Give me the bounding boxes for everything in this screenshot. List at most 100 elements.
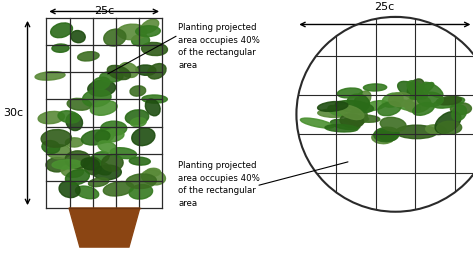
- Ellipse shape: [61, 164, 83, 177]
- Ellipse shape: [91, 152, 109, 164]
- Ellipse shape: [119, 63, 138, 77]
- Ellipse shape: [51, 23, 73, 38]
- Ellipse shape: [435, 111, 461, 133]
- Text: Planting projected
area occupies 40%
of the rectangular
area: Planting projected area occupies 40% of …: [179, 23, 260, 70]
- Ellipse shape: [129, 157, 150, 165]
- Ellipse shape: [125, 110, 149, 124]
- Ellipse shape: [328, 105, 345, 116]
- Ellipse shape: [117, 24, 147, 40]
- Ellipse shape: [58, 111, 80, 123]
- Ellipse shape: [382, 93, 403, 107]
- Ellipse shape: [47, 145, 71, 159]
- Ellipse shape: [142, 95, 167, 103]
- Ellipse shape: [65, 138, 83, 147]
- Ellipse shape: [347, 94, 369, 111]
- Ellipse shape: [405, 96, 431, 113]
- Ellipse shape: [103, 182, 134, 196]
- Ellipse shape: [318, 102, 348, 111]
- Ellipse shape: [90, 101, 117, 115]
- Ellipse shape: [301, 118, 334, 128]
- Ellipse shape: [330, 119, 360, 130]
- Ellipse shape: [147, 64, 166, 79]
- Ellipse shape: [52, 160, 82, 169]
- Polygon shape: [69, 208, 140, 247]
- Ellipse shape: [398, 81, 424, 99]
- Ellipse shape: [83, 157, 102, 175]
- Ellipse shape: [354, 115, 380, 122]
- Ellipse shape: [136, 65, 156, 75]
- Ellipse shape: [107, 65, 130, 80]
- Ellipse shape: [130, 86, 146, 96]
- Ellipse shape: [110, 148, 137, 159]
- Ellipse shape: [81, 158, 100, 170]
- Ellipse shape: [130, 118, 146, 127]
- Ellipse shape: [88, 80, 116, 96]
- Ellipse shape: [337, 88, 362, 98]
- Ellipse shape: [52, 44, 69, 52]
- Ellipse shape: [146, 99, 160, 116]
- Ellipse shape: [67, 98, 91, 110]
- Ellipse shape: [82, 89, 111, 107]
- Ellipse shape: [71, 31, 85, 43]
- Ellipse shape: [129, 185, 153, 199]
- Ellipse shape: [410, 82, 434, 99]
- Ellipse shape: [104, 29, 126, 46]
- Ellipse shape: [89, 178, 109, 187]
- Ellipse shape: [65, 151, 91, 168]
- Ellipse shape: [101, 121, 127, 135]
- Text: 30c: 30c: [3, 108, 23, 118]
- Ellipse shape: [325, 124, 358, 132]
- Ellipse shape: [98, 130, 124, 142]
- Ellipse shape: [396, 125, 438, 139]
- Ellipse shape: [450, 103, 472, 114]
- Ellipse shape: [380, 117, 406, 131]
- Text: 25c: 25c: [374, 2, 395, 12]
- Ellipse shape: [437, 121, 462, 134]
- Ellipse shape: [363, 101, 387, 111]
- Ellipse shape: [100, 71, 123, 82]
- Ellipse shape: [407, 81, 428, 99]
- Ellipse shape: [98, 141, 117, 153]
- Ellipse shape: [338, 105, 364, 120]
- Text: 25c: 25c: [94, 6, 115, 16]
- Ellipse shape: [41, 130, 72, 147]
- Ellipse shape: [78, 52, 99, 61]
- Ellipse shape: [132, 128, 155, 146]
- Ellipse shape: [378, 102, 401, 116]
- Ellipse shape: [335, 101, 374, 113]
- Ellipse shape: [92, 77, 110, 90]
- Ellipse shape: [318, 109, 349, 117]
- Ellipse shape: [142, 42, 167, 56]
- Ellipse shape: [392, 99, 420, 111]
- Ellipse shape: [364, 84, 387, 91]
- Ellipse shape: [340, 114, 364, 128]
- Ellipse shape: [433, 97, 465, 108]
- Ellipse shape: [407, 79, 424, 99]
- Ellipse shape: [131, 35, 150, 46]
- Ellipse shape: [65, 169, 90, 185]
- Ellipse shape: [418, 92, 443, 107]
- Ellipse shape: [59, 181, 80, 198]
- Ellipse shape: [413, 102, 434, 115]
- Ellipse shape: [35, 72, 65, 80]
- Ellipse shape: [452, 105, 466, 120]
- Ellipse shape: [101, 155, 123, 171]
- Ellipse shape: [38, 111, 64, 124]
- Ellipse shape: [91, 161, 111, 175]
- Ellipse shape: [374, 127, 399, 142]
- Ellipse shape: [372, 131, 394, 144]
- Ellipse shape: [426, 125, 447, 135]
- Ellipse shape: [82, 130, 110, 145]
- Ellipse shape: [354, 91, 371, 108]
- Text: Planting projected
area occupies 40%
of the rectangular
area: Planting projected area occupies 40% of …: [179, 161, 260, 208]
- Ellipse shape: [347, 109, 367, 126]
- Ellipse shape: [95, 129, 114, 143]
- Ellipse shape: [437, 96, 461, 105]
- Ellipse shape: [344, 116, 369, 123]
- Ellipse shape: [42, 140, 60, 153]
- Ellipse shape: [66, 113, 82, 131]
- Ellipse shape: [75, 186, 99, 199]
- Ellipse shape: [126, 174, 156, 189]
- Ellipse shape: [423, 82, 443, 97]
- Ellipse shape: [146, 168, 161, 176]
